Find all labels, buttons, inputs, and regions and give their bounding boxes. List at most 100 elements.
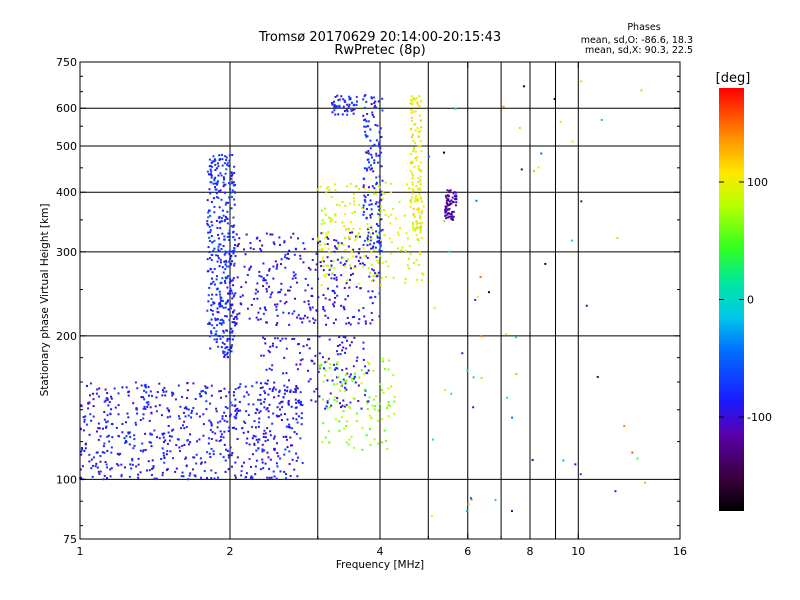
data-point: [192, 406, 195, 409]
data-point: [411, 172, 414, 175]
data-point: [371, 290, 374, 293]
data-point: [366, 169, 369, 172]
data-point: [245, 410, 248, 413]
data-point: [259, 386, 262, 389]
data-point: [411, 103, 414, 106]
data-point: [340, 242, 343, 245]
data-point: [373, 248, 376, 251]
data-point: [232, 184, 235, 187]
data-point: [447, 198, 450, 201]
data-point: [387, 359, 390, 362]
data-point: [207, 270, 210, 273]
data-point: [378, 208, 381, 211]
data-point: [325, 360, 328, 363]
data-point: [243, 395, 246, 398]
data-point: [246, 437, 249, 440]
data-point: [270, 476, 273, 479]
data-point: [166, 416, 169, 419]
data-point: [255, 381, 258, 384]
data-point: [339, 381, 342, 384]
data-point: [334, 213, 337, 216]
data-point: [368, 396, 371, 399]
data-point: [106, 398, 109, 401]
data-point: [358, 376, 361, 379]
data-point: [292, 417, 295, 420]
data-point: [183, 420, 186, 423]
data-point: [272, 277, 275, 280]
data-point: [261, 458, 264, 461]
data-point: [223, 343, 226, 346]
data-point: [409, 199, 412, 202]
data-point: [265, 368, 268, 371]
data-point: [110, 395, 113, 398]
data-point: [231, 321, 234, 324]
data-point: [92, 415, 95, 418]
data-point: [338, 106, 341, 109]
data-point: [140, 384, 143, 387]
data-point: [367, 231, 370, 234]
data-point: [149, 406, 152, 409]
data-point: [353, 210, 356, 213]
data-point: [166, 442, 169, 445]
data-point: [299, 317, 302, 320]
data-point: [117, 464, 120, 467]
data-point: [224, 259, 227, 262]
data-point: [337, 106, 340, 109]
data-point: [215, 288, 218, 291]
data-point: [255, 449, 258, 452]
data-point: [208, 209, 211, 212]
data-point: [348, 95, 351, 98]
data-point: [224, 414, 227, 417]
data-point: [202, 434, 205, 437]
data-point: [216, 421, 219, 424]
data-point: [123, 437, 126, 440]
data-point: [415, 195, 418, 198]
data-point: [390, 252, 393, 255]
data-point: [334, 96, 337, 99]
data-point: [95, 392, 98, 395]
data-point: [230, 177, 233, 180]
data-point: [419, 130, 422, 133]
data-point: [317, 237, 320, 240]
data-point: [370, 203, 373, 206]
data-point: [209, 456, 212, 459]
data-point: [273, 449, 276, 452]
data-point: [216, 307, 219, 310]
data-point: [318, 366, 321, 369]
data-point: [579, 473, 582, 476]
data-point: [417, 167, 420, 170]
data-point: [345, 367, 348, 370]
data-point: [309, 378, 312, 381]
data-point: [133, 438, 136, 441]
data-point: [300, 417, 303, 420]
data-point: [363, 194, 366, 197]
data-point: [335, 105, 338, 108]
data-point: [210, 447, 213, 450]
data-point: [259, 410, 262, 413]
data-point: [367, 234, 370, 237]
data-point: [322, 294, 325, 297]
data-point: [210, 469, 213, 472]
data-point: [220, 433, 223, 436]
data-point: [315, 252, 318, 255]
data-point: [341, 341, 344, 344]
data-point: [254, 435, 257, 438]
data-point: [347, 245, 350, 248]
data-point: [268, 467, 271, 470]
data-point: [367, 194, 370, 197]
data-point: [417, 226, 420, 229]
data-point: [233, 224, 236, 227]
data-point: [345, 441, 348, 444]
data-point: [413, 261, 416, 264]
data-point: [421, 210, 424, 213]
data-point: [380, 198, 383, 201]
data-point: [218, 305, 221, 308]
data-point: [381, 418, 384, 421]
data-point: [540, 152, 543, 155]
data-point: [208, 236, 211, 239]
data-point: [421, 272, 424, 275]
data-point: [410, 127, 413, 130]
data-point: [229, 257, 232, 260]
data-point: [214, 188, 217, 191]
data-point: [350, 251, 353, 254]
